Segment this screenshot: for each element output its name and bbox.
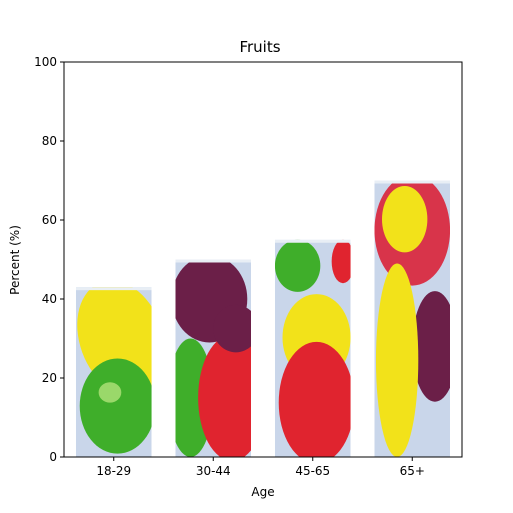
y-tick-label: 100 [34,55,57,69]
y-tick-label: 60 [42,213,57,227]
y-tick-label: 40 [42,292,57,306]
bar [374,180,451,457]
x-tick-label: 45-65 [295,464,330,478]
y-tick-label: 20 [42,371,57,385]
plot-frame [63,61,463,458]
y-tick-label: 80 [42,134,57,148]
y-axis-ticks: 0 20 40 60 80 100 [34,55,64,464]
y-tick-label: 0 [49,450,57,464]
x-axis-title: Age [251,485,274,499]
x-axis-ticks: 18-29 30-44 45-65 65+ [96,457,425,478]
bar [75,287,152,457]
chart-title: Fruits [239,38,280,56]
x-tick-label: 30-44 [196,464,231,478]
x-tick-label: 18-29 [96,464,131,478]
bar [274,239,351,457]
y-axis-title: Percent (%) [8,225,22,295]
bar [175,259,252,457]
bars-group [75,180,451,457]
x-tick-label: 65+ [400,464,425,478]
